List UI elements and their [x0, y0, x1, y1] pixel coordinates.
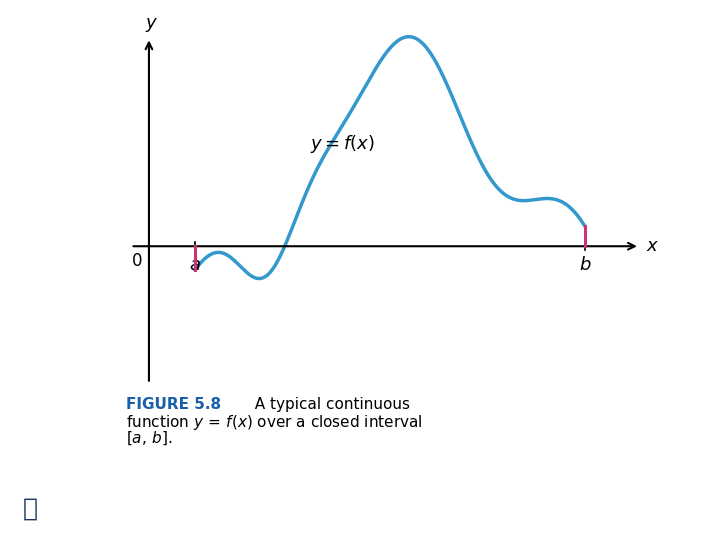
Text: y: y [146, 15, 156, 32]
Text: Thomas' Calculus: Early Transcendentals, 14e: Thomas' Calculus: Early Transcendentals,… [207, 487, 513, 500]
Text: $y = f(x)$: $y = f(x)$ [310, 133, 374, 156]
Text: Ⓟ: Ⓟ [23, 497, 37, 521]
Text: function $y\,=\,f(x)$ over a closed interval: function $y\,=\,f(x)$ over a closed inte… [126, 413, 423, 432]
Text: Pearson: Pearson [68, 502, 130, 516]
Text: a: a [189, 256, 200, 274]
Text: 0: 0 [132, 252, 142, 271]
Text: FIGURE 5.8: FIGURE 5.8 [126, 397, 221, 412]
Circle shape [0, 490, 246, 528]
Text: Copyright © 2018, 2014, 2010 Pearson Education Inc.: Copyright © 2018, 2014, 2010 Pearson Edu… [219, 518, 501, 528]
Text: x: x [647, 237, 657, 255]
Text: b: b [579, 256, 590, 274]
Text: $[a,\,b]$.: $[a,\,b]$. [126, 429, 173, 447]
Text: Slide 18 of 71: Slide 18 of 71 [599, 502, 695, 516]
Text: A typical continuous: A typical continuous [245, 397, 410, 412]
